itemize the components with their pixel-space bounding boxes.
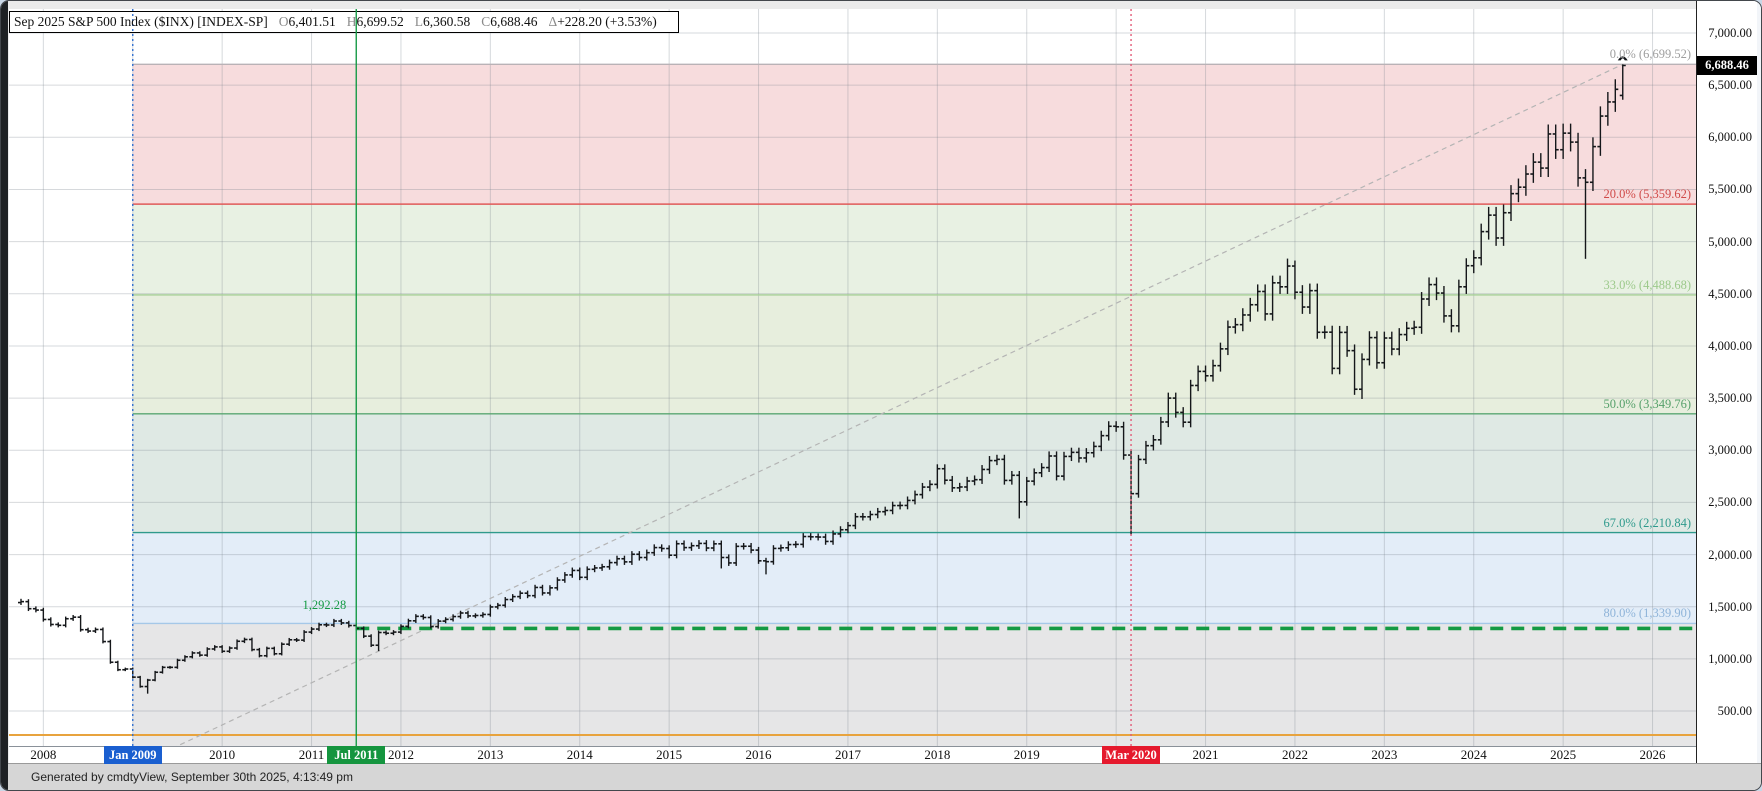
year-tick-label: 2019 [1013,747,1040,762]
change-label: Δ [548,14,558,29]
price-tick-label: 6,000.00 [1708,130,1752,145]
price-tick-label: 1,000.00 [1708,651,1752,666]
year-tick-label: 2015 [656,747,683,762]
year-tick-label: 2010 [209,747,236,762]
price-chart-plot[interactable]: Sep 2025 S&P 500 Index ($INX) [INDEX-SP]… [9,9,1696,747]
trend-line[interactable] [148,63,1624,746]
low-label: L [414,14,423,29]
low-value: 6,360.58 [422,14,471,29]
price-tick-label: 5,000.00 [1708,234,1752,249]
price-tick-label: 3,500.00 [1708,391,1752,406]
year-tick-label: 2013 [477,747,504,762]
price-tick-label: 500.00 [1717,704,1752,719]
status-bar: Generated by cmdtyView, September 30th 2… [1,763,1761,790]
event-badge-mar-2020[interactable]: Mar 2020 [1102,746,1161,764]
price-tick-label: 2,500.00 [1708,495,1752,510]
window-right-gutter [1757,1,1761,763]
year-tick-label: 2022 [1281,747,1308,762]
fib-label-50: 50.0% (3,349.76) [1603,396,1692,411]
change-value: +228.20 (+3.53%) [557,14,657,29]
generated-by-text: Generated by cmdtyView, September 30th 2… [31,770,353,784]
event-badge-jan-2009[interactable]: Jan 2009 [103,746,162,764]
close-level-label: 1,292.28 [302,598,347,613]
year-tick-label: 2018 [924,747,951,762]
close-value: 6,688.46 [490,14,538,29]
price-tick-label: 4,500.00 [1708,286,1752,301]
high-label: H [346,14,357,29]
year-tick-label: 2016 [745,747,772,762]
year-tick-label: 2014 [566,747,593,762]
year-tick-label: 2017 [834,747,861,762]
fib-label-0: 0.0% (6,699.52) [1609,47,1691,62]
price-tick-label: 7,000.00 [1708,25,1752,40]
window-left-edge [1,1,8,790]
price-tick-label: 4,000.00 [1708,338,1752,353]
last-price-badge: 6,688.46 [1697,55,1757,75]
open-value: 6,401.51 [288,14,336,29]
fib-label-67: 67.0% (2,210.84) [1603,515,1692,530]
year-tick-label: 2026 [1639,747,1666,762]
chart-title-box-rect [9,11,679,33]
year-tick-label: 2012 [387,747,414,762]
event-badge-jul-2011[interactable]: Jul 2011 [327,746,386,764]
year-tick-label: 2021 [1192,747,1219,762]
chart-title-box: Sep 2025 S&P 500 Index ($INX) [INDEX-SP]… [9,11,678,32]
fib-level-lines [132,63,1696,625]
price-axis[interactable]: 6,688.46 7,000.00 6,500.00 6,000.00 5,500.0… [1696,1,1758,763]
year-tick-label: 2011 [298,747,325,762]
price-tick-label: 1,500.00 [1708,599,1752,614]
year-tick-label: 2025 [1550,747,1577,762]
fib-zones [132,64,1696,746]
price-tick-label: 6,500.00 [1708,78,1752,93]
open-label: O [278,14,289,29]
high-value: 6,699.52 [356,14,404,29]
fib-label-80: 80.0% (1,339.90) [1603,606,1692,621]
close-label: C [481,14,491,29]
year-tick-label: 2024 [1460,747,1487,762]
price-tick-label: 2,000.00 [1708,547,1752,562]
price-tick-label: 5,500.00 [1708,182,1752,197]
x-axis[interactable]: 2008200920102011201220132014201520162017… [9,746,1696,764]
year-tick-label: 2023 [1371,747,1398,762]
ohlc-bars [18,64,1626,694]
chart-title-text: Sep 2025 S&P 500 Index ($INX) [INDEX-SP] [14,14,268,29]
price-tick-label: 3,000.00 [1708,443,1752,458]
fib-label-20: 20.0% (5,359.62) [1603,187,1692,202]
fib-label-33: 33.0% (4,488.68) [1603,277,1692,292]
high-marker-icon [1617,56,1628,61]
year-tick-label: 2008 [30,747,57,762]
